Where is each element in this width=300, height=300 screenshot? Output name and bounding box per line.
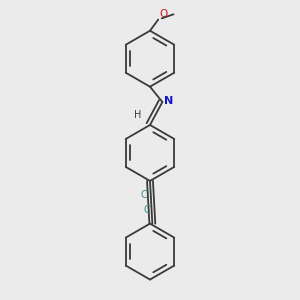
Text: C: C	[143, 205, 150, 214]
Text: O: O	[159, 9, 168, 19]
Text: C: C	[140, 190, 147, 200]
Text: N: N	[164, 96, 173, 106]
Text: H: H	[134, 110, 141, 120]
